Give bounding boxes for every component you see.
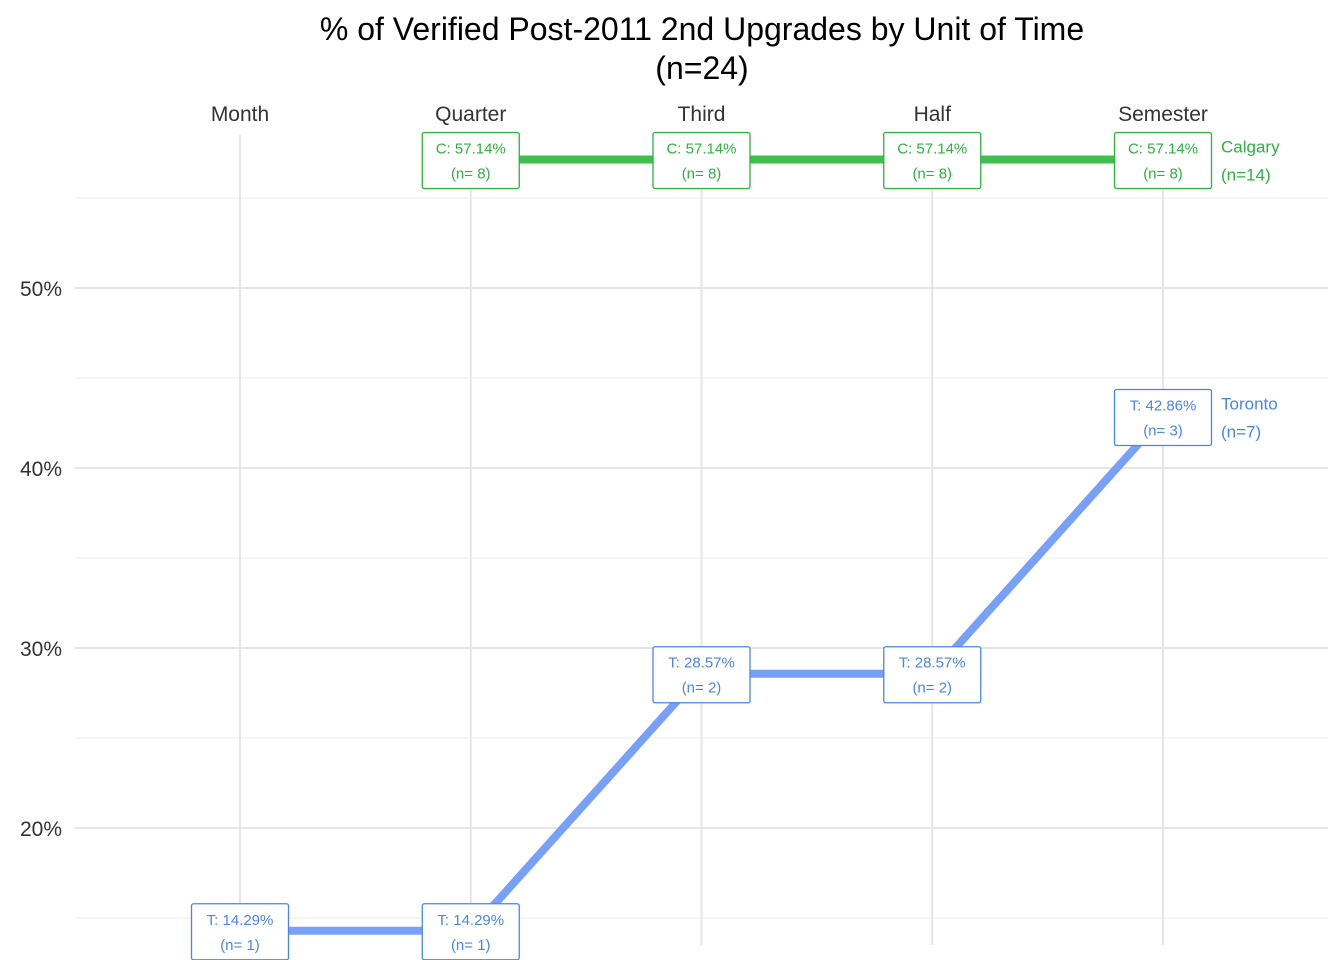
data-label-count: (n= 8) xyxy=(682,165,722,182)
data-label-box: C: 57.14% (n= 8) xyxy=(421,131,520,190)
data-label-frame xyxy=(883,131,982,190)
data-label-count: (n= 1) xyxy=(451,937,491,954)
chart-title: % of Verified Post-2011 2nd Upgrades by … xyxy=(320,11,1084,47)
series-end-label-count: (n=14) xyxy=(1221,165,1271,184)
x-tick-label: Semester xyxy=(1118,103,1208,126)
series-end-labels: Calgary (n=14) Toronto (n=7) xyxy=(1221,137,1280,441)
data-label-count: (n= 2) xyxy=(682,680,722,697)
y-tick-label: 30% xyxy=(20,638,62,661)
data-label-box: T: 28.57% (n= 2) xyxy=(652,646,751,704)
data-label-count: (n= 8) xyxy=(1143,165,1183,182)
data-label-count: (n= 1) xyxy=(220,937,260,954)
y-axis-tick-labels: 20% 30% 40% 50% xyxy=(20,278,62,841)
data-label-box: C: 57.14% (n= 8) xyxy=(652,131,751,190)
data-label-frame xyxy=(652,131,751,190)
data-label-box: C: 57.14% (n= 8) xyxy=(883,131,982,190)
x-axis-tick-labels: Month Quarter Third Half Semester xyxy=(211,103,1208,126)
data-label-count: (n= 2) xyxy=(912,680,952,697)
data-label-box: T: 42.86% (n= 3) xyxy=(1113,388,1213,447)
x-tick-label: Half xyxy=(914,103,952,126)
data-label-count: (n= 8) xyxy=(912,165,952,182)
series-end-label-name: Calgary xyxy=(1221,137,1280,156)
y-tick-label: 40% xyxy=(20,458,62,481)
x-tick-label: Third xyxy=(678,103,726,126)
data-label-value: C: 57.14% xyxy=(897,140,967,157)
data-label-frame xyxy=(883,646,982,704)
data-label-frame xyxy=(652,646,751,704)
series-end-label-count: (n=7) xyxy=(1221,423,1261,442)
y-tick-label: 50% xyxy=(20,278,62,301)
series-end-label-name: Toronto xyxy=(1221,395,1278,414)
data-label-value: T: 28.57% xyxy=(899,655,966,672)
data-label-box: C: 57.14% (n= 8) xyxy=(1113,131,1213,190)
data-label-count: (n= 3) xyxy=(1143,423,1183,440)
data-label-value: T: 42.86% xyxy=(1130,398,1197,415)
y-tick-label: 20% xyxy=(20,818,62,841)
x-tick-label: Month xyxy=(211,103,269,126)
data-label-frame xyxy=(1113,388,1213,447)
data-label-box: T: 14.29% (n= 1) xyxy=(421,903,520,960)
data-labels: C: 57.14% (n= 8) C: 57.14% (n= 8) C: 57.14% (… xyxy=(190,131,1213,960)
data-label-value: C: 57.14% xyxy=(1128,140,1198,157)
x-tick-label: Quarter xyxy=(435,103,506,126)
data-label-box: T: 14.29% (n= 1) xyxy=(190,903,290,960)
data-label-value: T: 14.29% xyxy=(437,912,504,929)
data-label-count: (n= 8) xyxy=(451,165,491,182)
data-label-box: T: 28.57% (n= 2) xyxy=(883,646,982,704)
data-label-frame xyxy=(1113,131,1213,190)
data-label-value: C: 57.14% xyxy=(436,140,506,157)
data-label-value: T: 28.57% xyxy=(668,655,735,672)
chart-subtitle: (n=24) xyxy=(655,50,748,86)
data-label-frame xyxy=(421,131,520,190)
data-label-value: C: 57.14% xyxy=(666,140,736,157)
data-label-value: T: 14.29% xyxy=(207,912,274,929)
grid-lines xyxy=(75,135,1328,945)
